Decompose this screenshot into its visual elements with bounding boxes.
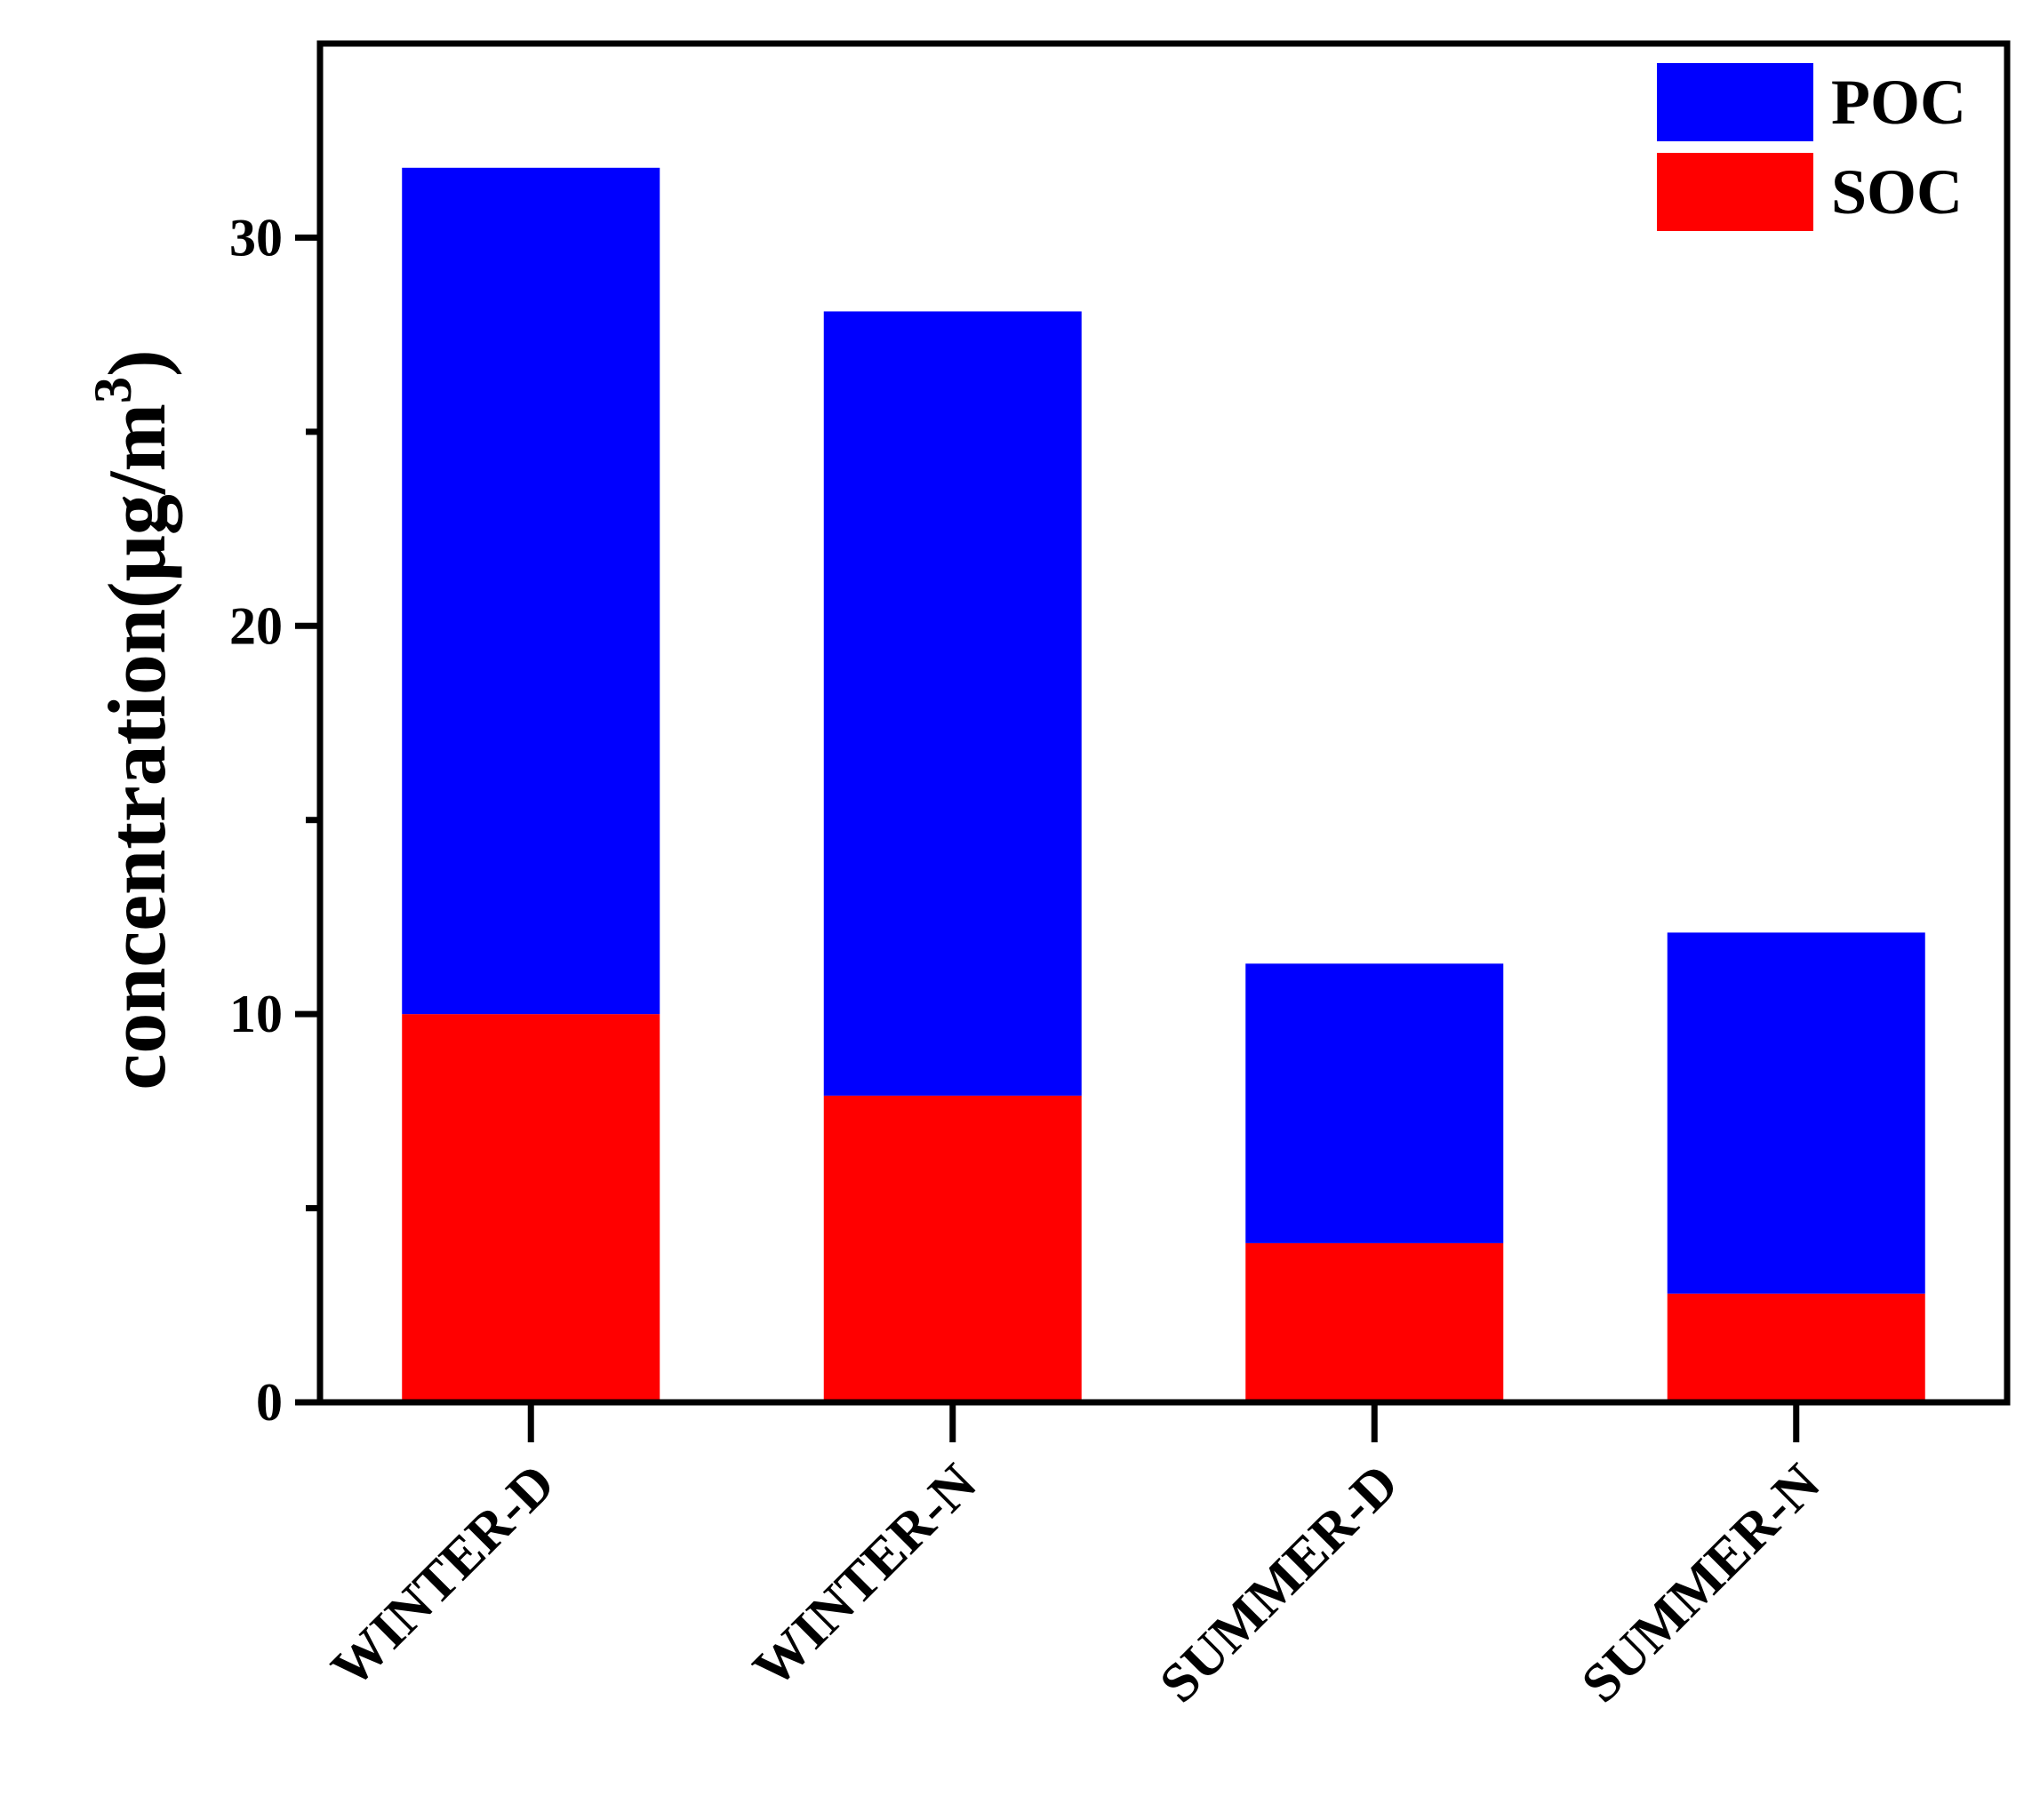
bar-poc-winter-n [823,311,1082,1096]
y-tick-label: 0 [256,1373,283,1432]
x-tick-label: SUMMER-N [1571,1453,1832,1714]
bar-soc-summer-d [1245,1242,1504,1402]
x-tick-label: WINTER-N [742,1453,988,1699]
bar-poc-winter-d [402,167,660,1015]
bar-poc-summer-n [1667,932,1925,1294]
y-tick-label: 30 [229,208,283,267]
x-tick-label: WINTER-D [320,1453,566,1699]
bar-soc-winter-n [823,1095,1082,1402]
y-axis-label-superscript: 3 [84,377,142,403]
y-axis-label-close: ) [92,349,182,377]
legend-label-poc: POC [1831,67,1966,138]
legend: POC SOC [1657,63,1966,231]
y-axis-label: concentration(μg/m3) [84,349,182,1090]
y-axis-label-text: concentration(μg/m [92,403,182,1090]
y-tick-label: 10 [229,985,283,1043]
legend-swatch-poc [1657,63,1813,141]
legend-label-soc: SOC [1831,156,1963,228]
y-tick-label: 20 [229,596,283,655]
legend-swatch-soc [1657,153,1813,231]
plot-frame [316,40,2011,1406]
bar-soc-winter-d [402,1014,660,1402]
bars-layer [402,167,1925,1402]
bar-soc-summer-n [1667,1293,1925,1402]
bar-poc-summer-d [1245,963,1504,1243]
x-tick-label: SUMMER-D [1148,1453,1410,1714]
